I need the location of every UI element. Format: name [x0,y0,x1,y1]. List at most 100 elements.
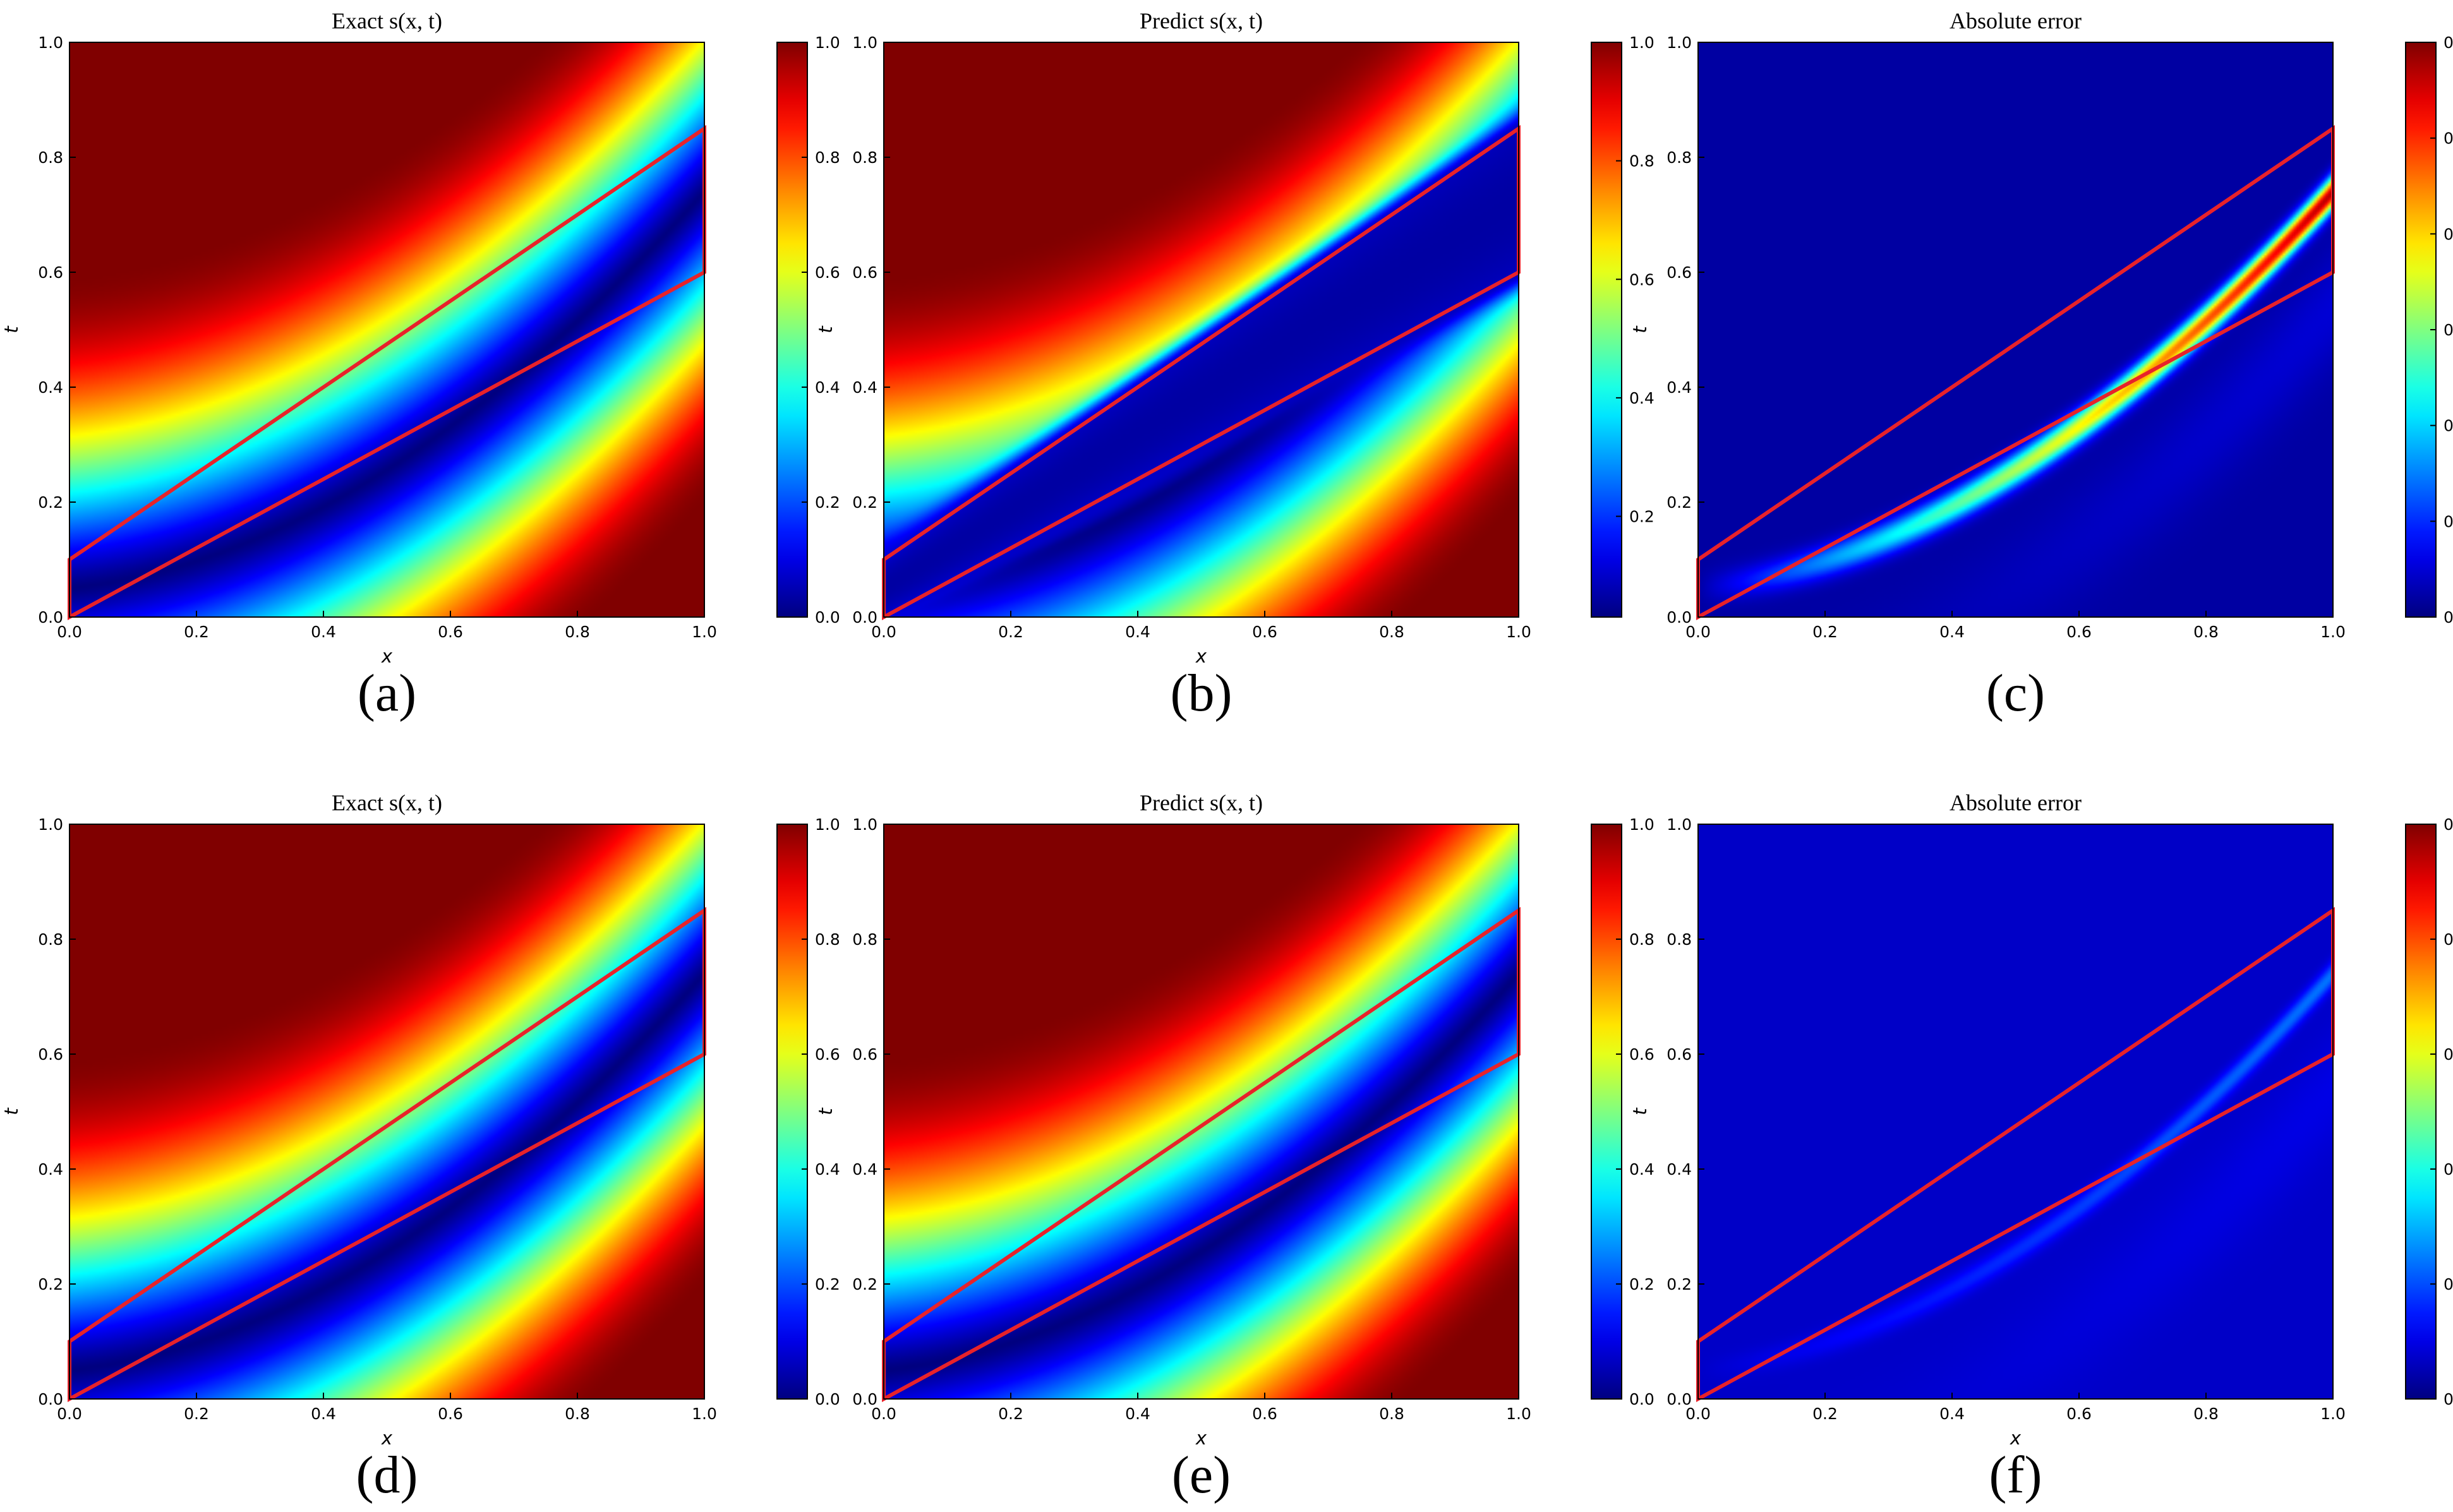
colorbar [776,824,808,1400]
y-tick-label: 0.8 [852,148,877,167]
x-tick-label: 0.8 [2193,623,2219,641]
x-tick-label: 0.6 [2066,1405,2092,1423]
y-tick-label: 1.0 [852,815,877,834]
colorbar-tick-label: 0.12 [2444,33,2453,52]
plot-title: Absolute error [1950,8,2082,33]
y-tick-label: 0.6 [1666,1045,1692,1064]
colorbar-tick-label: 0.2 [815,493,840,512]
y-tick-label: 0.0 [1666,1390,1692,1408]
x-tick-label: 0.8 [565,1405,590,1423]
y-tick-label: 0.4 [852,1160,877,1179]
colorbar-tick-label: 0.8 [1629,152,1654,171]
colorbar-tick-label: 0.00 [2444,1390,2453,1408]
colorbar-tick-label: 0.0 [1629,1390,1654,1408]
colorbar-tick-label: 0.06 [2444,321,2453,339]
x-tick-label: 0.2 [1812,1405,1838,1423]
x-axis-label: x [1195,1427,1207,1449]
panel-label: (a) [358,664,416,723]
x-tick-label: 0.2 [184,623,209,641]
y-tick-label: 0.0 [1666,608,1692,627]
y-axis-label: t [1629,1107,1651,1115]
x-tick-label: 0.6 [438,623,463,641]
panel-f: Absolute error 0.0 0.2 0.4 0.6 0.8 1.0 0.0 0.2 0.… [1629,790,2453,1504]
colorbar-tick-label: 0.4 [815,378,840,397]
colorbar-tick-label: 0.6 [815,263,840,282]
y-tick-label: 0.8 [38,148,63,167]
y-tick-label: 0.4 [852,378,877,397]
colorbar-tick-label: 1.0 [815,33,840,52]
x-tick-label: 0.2 [998,1405,1023,1423]
x-axis-label: x [381,645,393,667]
y-tick-label: 0.0 [852,608,877,627]
heatmap-image [1698,42,2333,617]
plot-title: Predict s(x, t) [1140,790,1263,815]
panel-b: Predict s(x, t) 0.0 0.2 0.4 0.6 0.8 1.0 0.0 0.2 0… [815,8,1654,723]
axes-frame [883,42,1519,618]
y-tick-label: 0.2 [1666,1275,1692,1293]
axes-frame [883,824,1519,1400]
colorbar-tick-label: 0.04 [2444,417,2453,435]
panel-e: Predict s(x, t) 0.0 0.2 0.4 0.6 0.8 1.0 0.0 0.2 0… [815,790,1654,1504]
y-axis-label: t [1,1107,22,1115]
x-axis-label: x [2010,1427,2022,1449]
plot-title: Exact s(x, t) [332,790,442,815]
x-tick-label: 0.0 [1685,1405,1711,1423]
panel-c: Absolute error 0.0 0.2 0.4 0.6 0.8 1.0 0.0 0.2 0.… [1629,8,2453,723]
plot-title: Predict s(x, t) [1140,8,1263,33]
colorbar-tick-label: 0.2 [1629,1275,1654,1293]
x-tick-label: 0.4 [1939,1405,1965,1423]
y-tick-label: 0.4 [38,1160,63,1179]
x-tick-label: 1.0 [1506,623,1531,641]
y-tick-label: 0.6 [852,1045,877,1064]
y-tick-label: 0.0 [38,1390,63,1408]
x-tick-label: 0.6 [438,1405,463,1423]
x-axis-label: x [381,1427,393,1449]
heatmap-image [69,824,704,1399]
colorbar-tick-label: 0.10 [2444,129,2453,148]
y-tick-label: 0.8 [1666,930,1692,949]
y-tick-label: 0.0 [852,1390,877,1408]
panel-d: Exact s(x, t) 0.0 0.2 0.4 0.6 0.8 1.0 0.0 0.2 0.4… [1,790,840,1504]
y-tick-label: 1.0 [1666,33,1692,52]
colorbar-tick-label: 0.0 [815,1390,840,1408]
panel-label: (f) [1989,1446,2042,1504]
colorbar-tick-label: 0.02 [2444,1275,2453,1293]
colorbar [1591,824,1622,1400]
plot-title: Exact s(x, t) [332,8,442,33]
panel-label: (c) [1986,664,2045,723]
colorbar-tick-label: 0.6 [1629,270,1654,289]
y-axis-label: t [815,1107,836,1115]
colorbar-tick-label: 0.4 [1629,1160,1654,1179]
x-tick-label: 1.0 [692,1405,717,1423]
x-tick-label: 0.0 [57,623,82,641]
x-tick-label: 0.6 [2066,623,2092,641]
y-tick-label: 0.2 [852,493,877,512]
y-tick-label: 0.6 [1666,263,1692,282]
x-tick-label: 0.0 [1685,623,1711,641]
y-tick-label: 0.4 [38,378,63,397]
y-axis-label: t [815,325,836,333]
heatmap-image [69,42,704,617]
x-axis-label: x [1195,645,1207,667]
colorbar-tick-label: 0.00 [2444,608,2453,627]
y-tick-label: 0.2 [852,1275,877,1293]
colorbar-tick-label: 0.8 [815,148,840,167]
y-tick-label: 0.6 [852,263,877,282]
colorbar-tick-label: 0.4 [815,1160,840,1179]
panel-label: (b) [1171,664,1233,723]
colorbar-tick-label: 0.2 [1629,508,1654,526]
x-tick-label: 0.6 [1252,623,1277,641]
panel-label: (d) [356,1446,418,1504]
colorbar [1591,42,1622,618]
colorbar-tick-label: 0.4 [1629,389,1654,407]
y-tick-label: 0.8 [852,930,877,949]
y-tick-label: 0.2 [38,493,63,512]
x-tick-label: 1.0 [692,623,717,641]
colorbar-tick-label: 0.8 [1629,930,1654,949]
y-tick-label: 1.0 [1666,815,1692,834]
colorbar-tick-label: 0.04 [2444,1160,2453,1179]
y-tick-label: 0.6 [38,1045,63,1064]
x-tick-label: 0.2 [184,1405,209,1423]
x-tick-label: 0.8 [1379,623,1404,641]
